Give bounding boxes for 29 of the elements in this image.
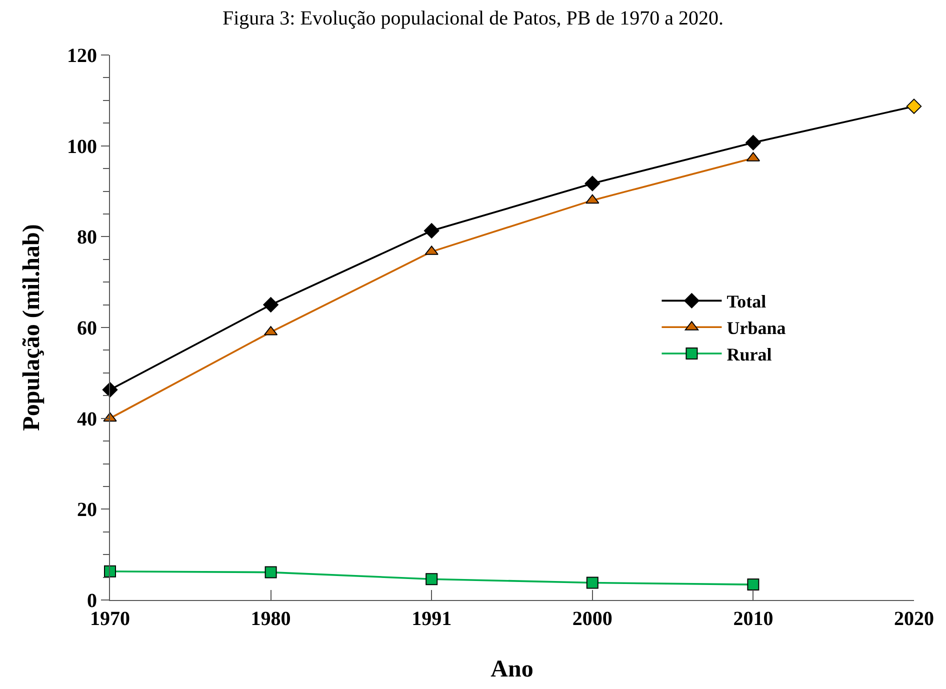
x-tick-label: 2000 bbox=[572, 608, 612, 630]
point bbox=[104, 565, 116, 578]
y-tick-label: 20 bbox=[77, 499, 97, 522]
point bbox=[586, 576, 598, 589]
point bbox=[102, 382, 118, 398]
point bbox=[426, 573, 438, 586]
x-tick-label: 2010 bbox=[733, 608, 774, 630]
chart-title: Figura 3: Evolução populacional de Patos, PB de 1970 a 2020. bbox=[222, 7, 724, 30]
legend-label: Urbana bbox=[726, 318, 786, 338]
y-tick-label: 60 bbox=[77, 318, 97, 340]
y-tick-label: 40 bbox=[77, 408, 97, 430]
x-tick-label: 1991 bbox=[412, 608, 452, 630]
y-tick-label: 120 bbox=[67, 45, 97, 67]
point bbox=[747, 578, 760, 591]
point bbox=[264, 566, 277, 578]
point bbox=[584, 176, 600, 192]
x-tick-label: 2020 bbox=[894, 608, 934, 630]
point bbox=[586, 194, 600, 204]
x-axis-title: Ano bbox=[490, 656, 534, 682]
x-tick-label: 1980 bbox=[250, 608, 291, 630]
point bbox=[906, 98, 922, 114]
legend-label: Total bbox=[726, 292, 766, 312]
y-tick-label: 80 bbox=[77, 226, 97, 249]
point bbox=[424, 223, 440, 238]
point bbox=[746, 135, 761, 150]
point bbox=[263, 297, 278, 312]
y-axis-title: População (mil.hab) bbox=[19, 224, 46, 431]
legend-label: Rural bbox=[726, 344, 772, 365]
y-tick-label: 100 bbox=[67, 136, 97, 158]
